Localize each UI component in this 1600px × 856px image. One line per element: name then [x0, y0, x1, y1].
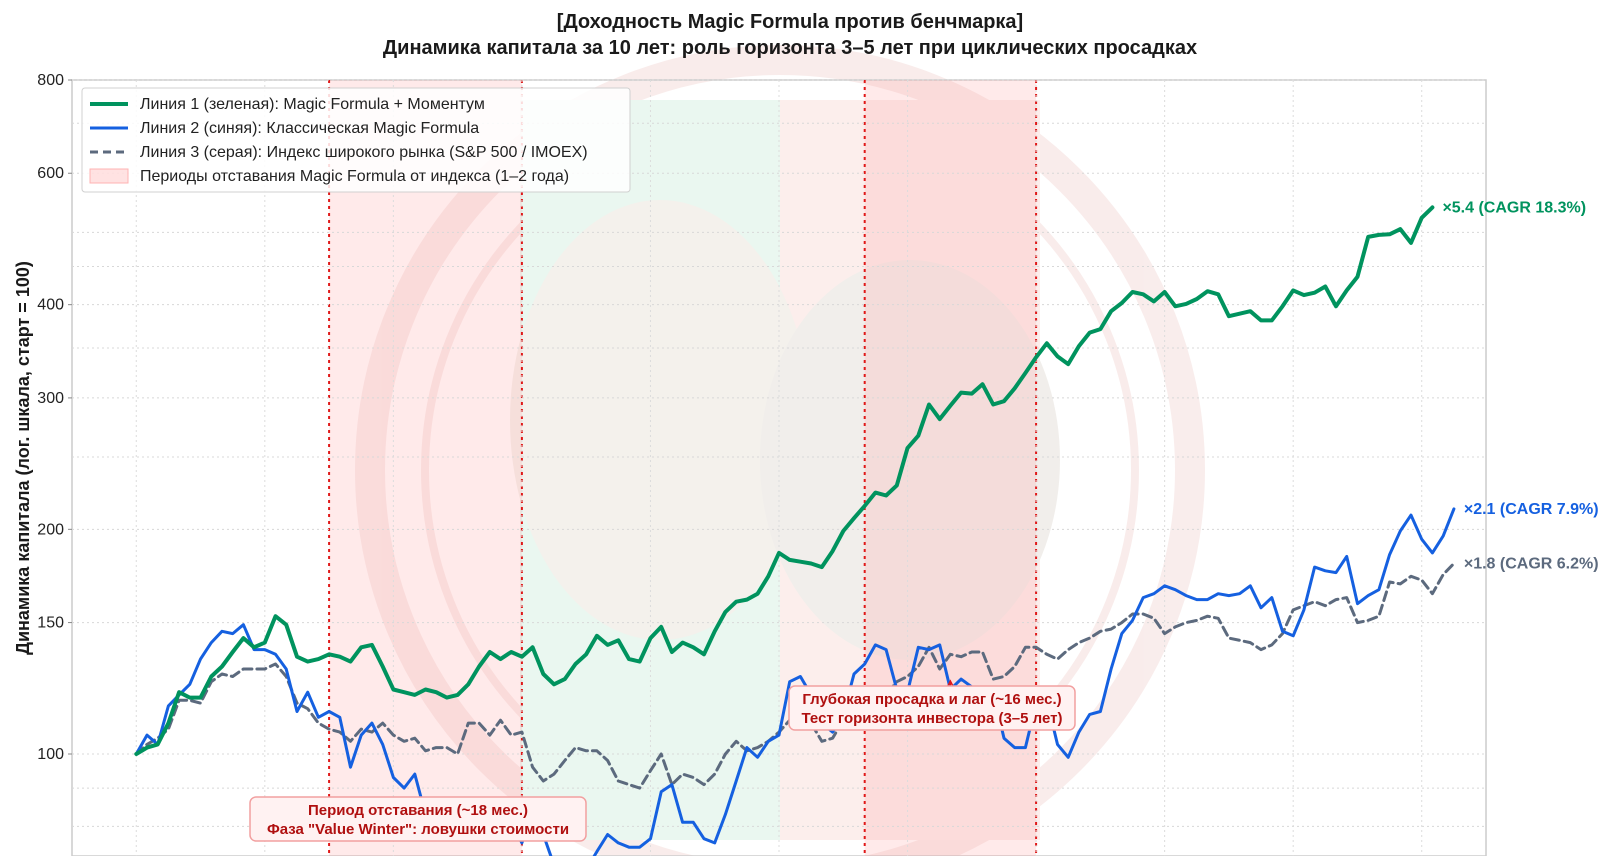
annotation-2-line2: Тест горизонта инвестора (3–5 лет) [802, 710, 1063, 727]
end-label-blue: ×2.1 (CAGR 7.9%) [1464, 501, 1599, 518]
lag-period-1 [329, 80, 522, 856]
y-tick-label: 200 [37, 521, 64, 538]
lag-period-2 [864, 80, 1037, 856]
line-magic-classic [134, 507, 1456, 856]
legend-label-blue: Линия 2 (синяя): Классическая Magic Form… [140, 120, 479, 137]
chart-subtitle: Динамика капитала за 10 лет: роль горизо… [383, 37, 1197, 59]
y-tick-label: 100 [37, 746, 64, 763]
y-tick-label: 600 [37, 165, 64, 182]
y-tick-label: 800 [37, 72, 64, 89]
annotation-2-line1: Глубокая просадка и лаг (~16 мес.) [802, 691, 1061, 708]
legend-label-shade: Периоды отставания Magic Formula от инде… [140, 168, 569, 185]
end-label-green: ×5.4 (CAGR 18.3%) [1442, 199, 1586, 216]
y-tick-label: 150 [37, 615, 64, 632]
legend-label-green: Линия 1 (зеленая): Magic Formula + Момен… [140, 96, 485, 113]
y-tick-label: 300 [37, 390, 64, 407]
y-axis-ticks: 100 150 200 300 400 600 800 [37, 72, 72, 763]
annotation-1-box [249, 796, 587, 842]
annotation-2-box [788, 685, 1076, 731]
y-tick-label: 400 [37, 297, 64, 314]
line-magic-momentum [134, 205, 1435, 756]
annotations: Период отставания (~18 мес.) Фаза "Value … [249, 679, 1076, 842]
legend: Линия 1 (зеленая): Magic Formula + Момен… [81, 87, 631, 193]
y-axis-label: Динамика капитала (лог. шкала, старт = 1… [13, 261, 33, 655]
legend-swatch-shade [89, 168, 129, 184]
chart-title: [Доходность Magic Formula против бенчмар… [557, 11, 1023, 33]
end-label-gray: ×1.8 (CAGR 6.2%) [1464, 555, 1599, 572]
legend-label-gray: Линия 3 (серая): Индекс широкого рынка (… [140, 144, 588, 161]
end-labels: ×5.4 (CAGR 18.3%) ×2.1 (CAGR 7.9%) ×1.8 (C… [1442, 199, 1598, 572]
annotation-1-line2: Фаза "Value Winter": ловушки стоимости [267, 821, 569, 838]
annotation-1-line1: Период отставания (~18 мес.) [308, 802, 528, 819]
